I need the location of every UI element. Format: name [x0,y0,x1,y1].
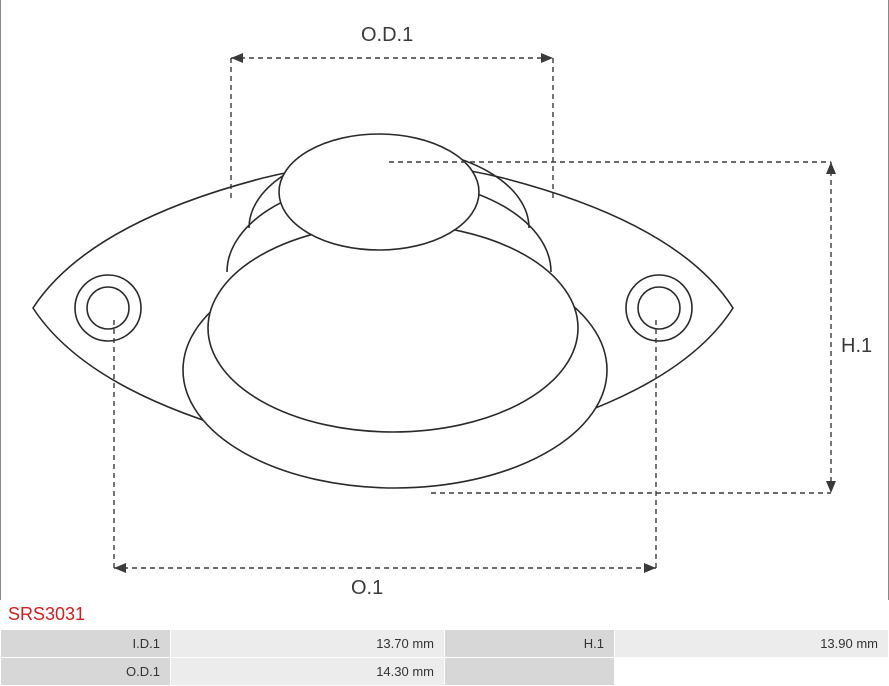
table-row: O.D.114.30 mm [1,658,889,686]
table-row: I.D.113.70 mmH.113.90 mm [1,630,889,658]
dimension-label-h1: H.1 [841,335,872,358]
part-number: SRS3031 [0,600,889,629]
dimension-label-o1: O.1 [351,577,383,600]
dimension-label-od1: O.D.1 [361,24,413,47]
technical-drawing: O.D.1 H.1 O.1 [0,0,889,600]
specification-table: I.D.113.70 mmH.113.90 mmO.D.114.30 mm [0,629,889,686]
spec-value: 13.70 mm [171,630,445,658]
spec-value: 14.30 mm [171,658,445,686]
spec-label: H.1 [445,630,615,658]
spec-value: 13.90 mm [615,630,889,658]
spec-label [445,658,615,686]
drawing-svg [1,0,889,600]
spec-value [615,658,889,686]
spec-label: I.D.1 [1,630,171,658]
spec-label: O.D.1 [1,658,171,686]
